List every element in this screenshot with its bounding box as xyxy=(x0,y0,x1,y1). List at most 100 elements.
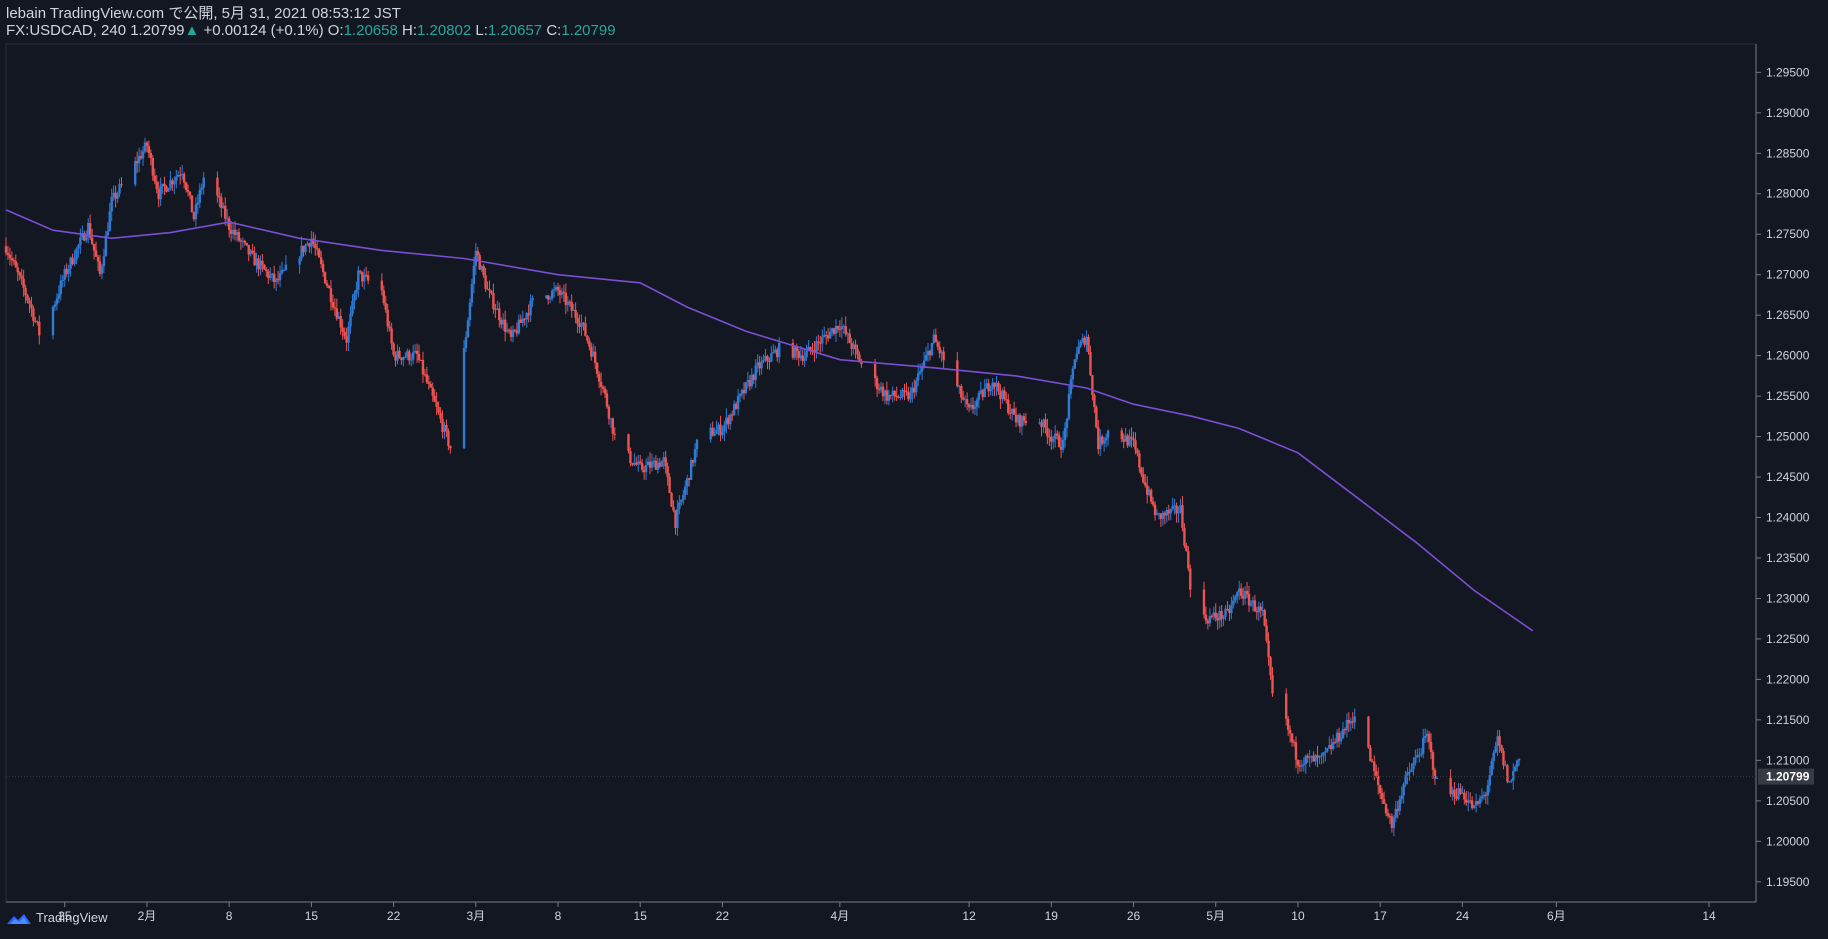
candle-body xyxy=(971,404,975,409)
candle-body xyxy=(907,391,910,400)
candle-body xyxy=(1498,736,1501,746)
candle-body xyxy=(819,342,822,344)
candle-body xyxy=(319,257,323,264)
candle-body xyxy=(1408,771,1411,773)
candle-body xyxy=(858,354,861,363)
candle-body xyxy=(104,235,108,257)
x-tick-label: 5月 xyxy=(1206,909,1225,923)
y-tick-label: 1.25500 xyxy=(1766,389,1810,403)
symbol-legend: FX:USDCAD, 240 1.20799▲ +0.00124 (+0.1%)… xyxy=(6,22,616,40)
candle-body xyxy=(498,308,501,321)
candle-body xyxy=(276,278,280,281)
candle-body xyxy=(396,350,399,361)
candle-body xyxy=(63,268,66,280)
candle-body xyxy=(930,342,934,356)
candle-body xyxy=(1328,745,1331,749)
candle-body xyxy=(1185,545,1188,552)
candle-body xyxy=(357,270,360,290)
candle-body xyxy=(402,357,405,361)
candle-body xyxy=(934,334,938,343)
candle-body xyxy=(909,392,912,400)
candle-body xyxy=(1151,501,1155,505)
symbol-name[interactable]: FX:USDCAD, 240 xyxy=(6,22,127,39)
candle-body xyxy=(1294,742,1298,760)
candle-body xyxy=(1298,765,1302,767)
candle-body xyxy=(259,260,262,270)
candle-body xyxy=(774,349,777,353)
candle-body xyxy=(548,298,552,300)
candle-body xyxy=(1222,616,1225,620)
candle-body xyxy=(1453,789,1456,798)
candle-body xyxy=(81,232,84,238)
candle-body xyxy=(1339,738,1343,742)
candle-body xyxy=(462,347,466,449)
x-tick-label: 12 xyxy=(962,909,976,923)
y-tick-label: 1.29500 xyxy=(1766,65,1810,79)
candle-body xyxy=(1420,753,1423,755)
candle-body xyxy=(1496,736,1499,747)
candle-body xyxy=(654,460,658,470)
candle-body xyxy=(145,142,149,146)
x-tick-label: 10 xyxy=(1291,909,1305,923)
candle-body xyxy=(51,306,55,336)
candle-body xyxy=(225,218,229,220)
candle-body xyxy=(359,270,362,272)
candle-body xyxy=(390,328,393,344)
candle-body xyxy=(1388,815,1392,817)
candle-body xyxy=(1308,757,1311,759)
footer-brand[interactable]: TradingView xyxy=(6,910,108,925)
candle-body xyxy=(936,342,939,347)
x-tick-label: 22 xyxy=(387,909,401,923)
candle-body xyxy=(1247,593,1251,606)
candle-body xyxy=(1142,474,1145,483)
candle-body xyxy=(519,319,523,323)
candle-body xyxy=(554,286,558,290)
candle-body xyxy=(308,243,311,247)
candle-body xyxy=(392,343,395,355)
candle-body xyxy=(985,383,988,389)
candle-body xyxy=(1331,742,1335,750)
candle-body xyxy=(1341,729,1345,739)
candle-body xyxy=(631,463,634,465)
x-tick-label: 26 xyxy=(1127,909,1141,923)
candle-body xyxy=(133,161,137,185)
moving-average-line xyxy=(5,209,1534,632)
candle-body xyxy=(883,390,887,397)
candle-body xyxy=(1353,716,1356,723)
candle-body xyxy=(335,308,339,319)
candle-body xyxy=(691,460,695,463)
candle-body xyxy=(515,330,519,334)
candle-body xyxy=(247,244,250,255)
x-tick-label: 22 xyxy=(716,909,730,923)
candle-body xyxy=(1469,800,1472,802)
candle-body xyxy=(584,323,587,336)
candle-body xyxy=(1236,592,1239,597)
candle-body xyxy=(1061,439,1065,450)
candle-body xyxy=(482,266,485,276)
candle-body xyxy=(171,180,174,185)
candle-body xyxy=(486,288,489,290)
candle-body xyxy=(112,192,115,197)
candle-body xyxy=(1238,588,1241,593)
candle-body xyxy=(478,255,481,270)
candle-body xyxy=(496,308,499,310)
candle-body xyxy=(965,399,969,405)
candle-body xyxy=(1057,435,1061,447)
candle-body xyxy=(674,510,677,528)
y-tick-label: 1.26000 xyxy=(1766,349,1810,363)
candle-body xyxy=(932,334,936,343)
candle-body xyxy=(182,173,186,183)
candle-body xyxy=(1504,765,1507,767)
candle-body xyxy=(1267,640,1270,658)
candle-body xyxy=(257,258,260,270)
candle-body xyxy=(983,388,986,398)
candle-body xyxy=(102,256,106,267)
candle-body xyxy=(989,389,992,392)
candle-body xyxy=(233,229,237,235)
candle-body xyxy=(427,382,431,384)
x-tick-label: 15 xyxy=(634,909,648,923)
candle-body xyxy=(1349,721,1352,724)
candle-body xyxy=(1486,785,1490,796)
candle-body xyxy=(1249,603,1253,606)
